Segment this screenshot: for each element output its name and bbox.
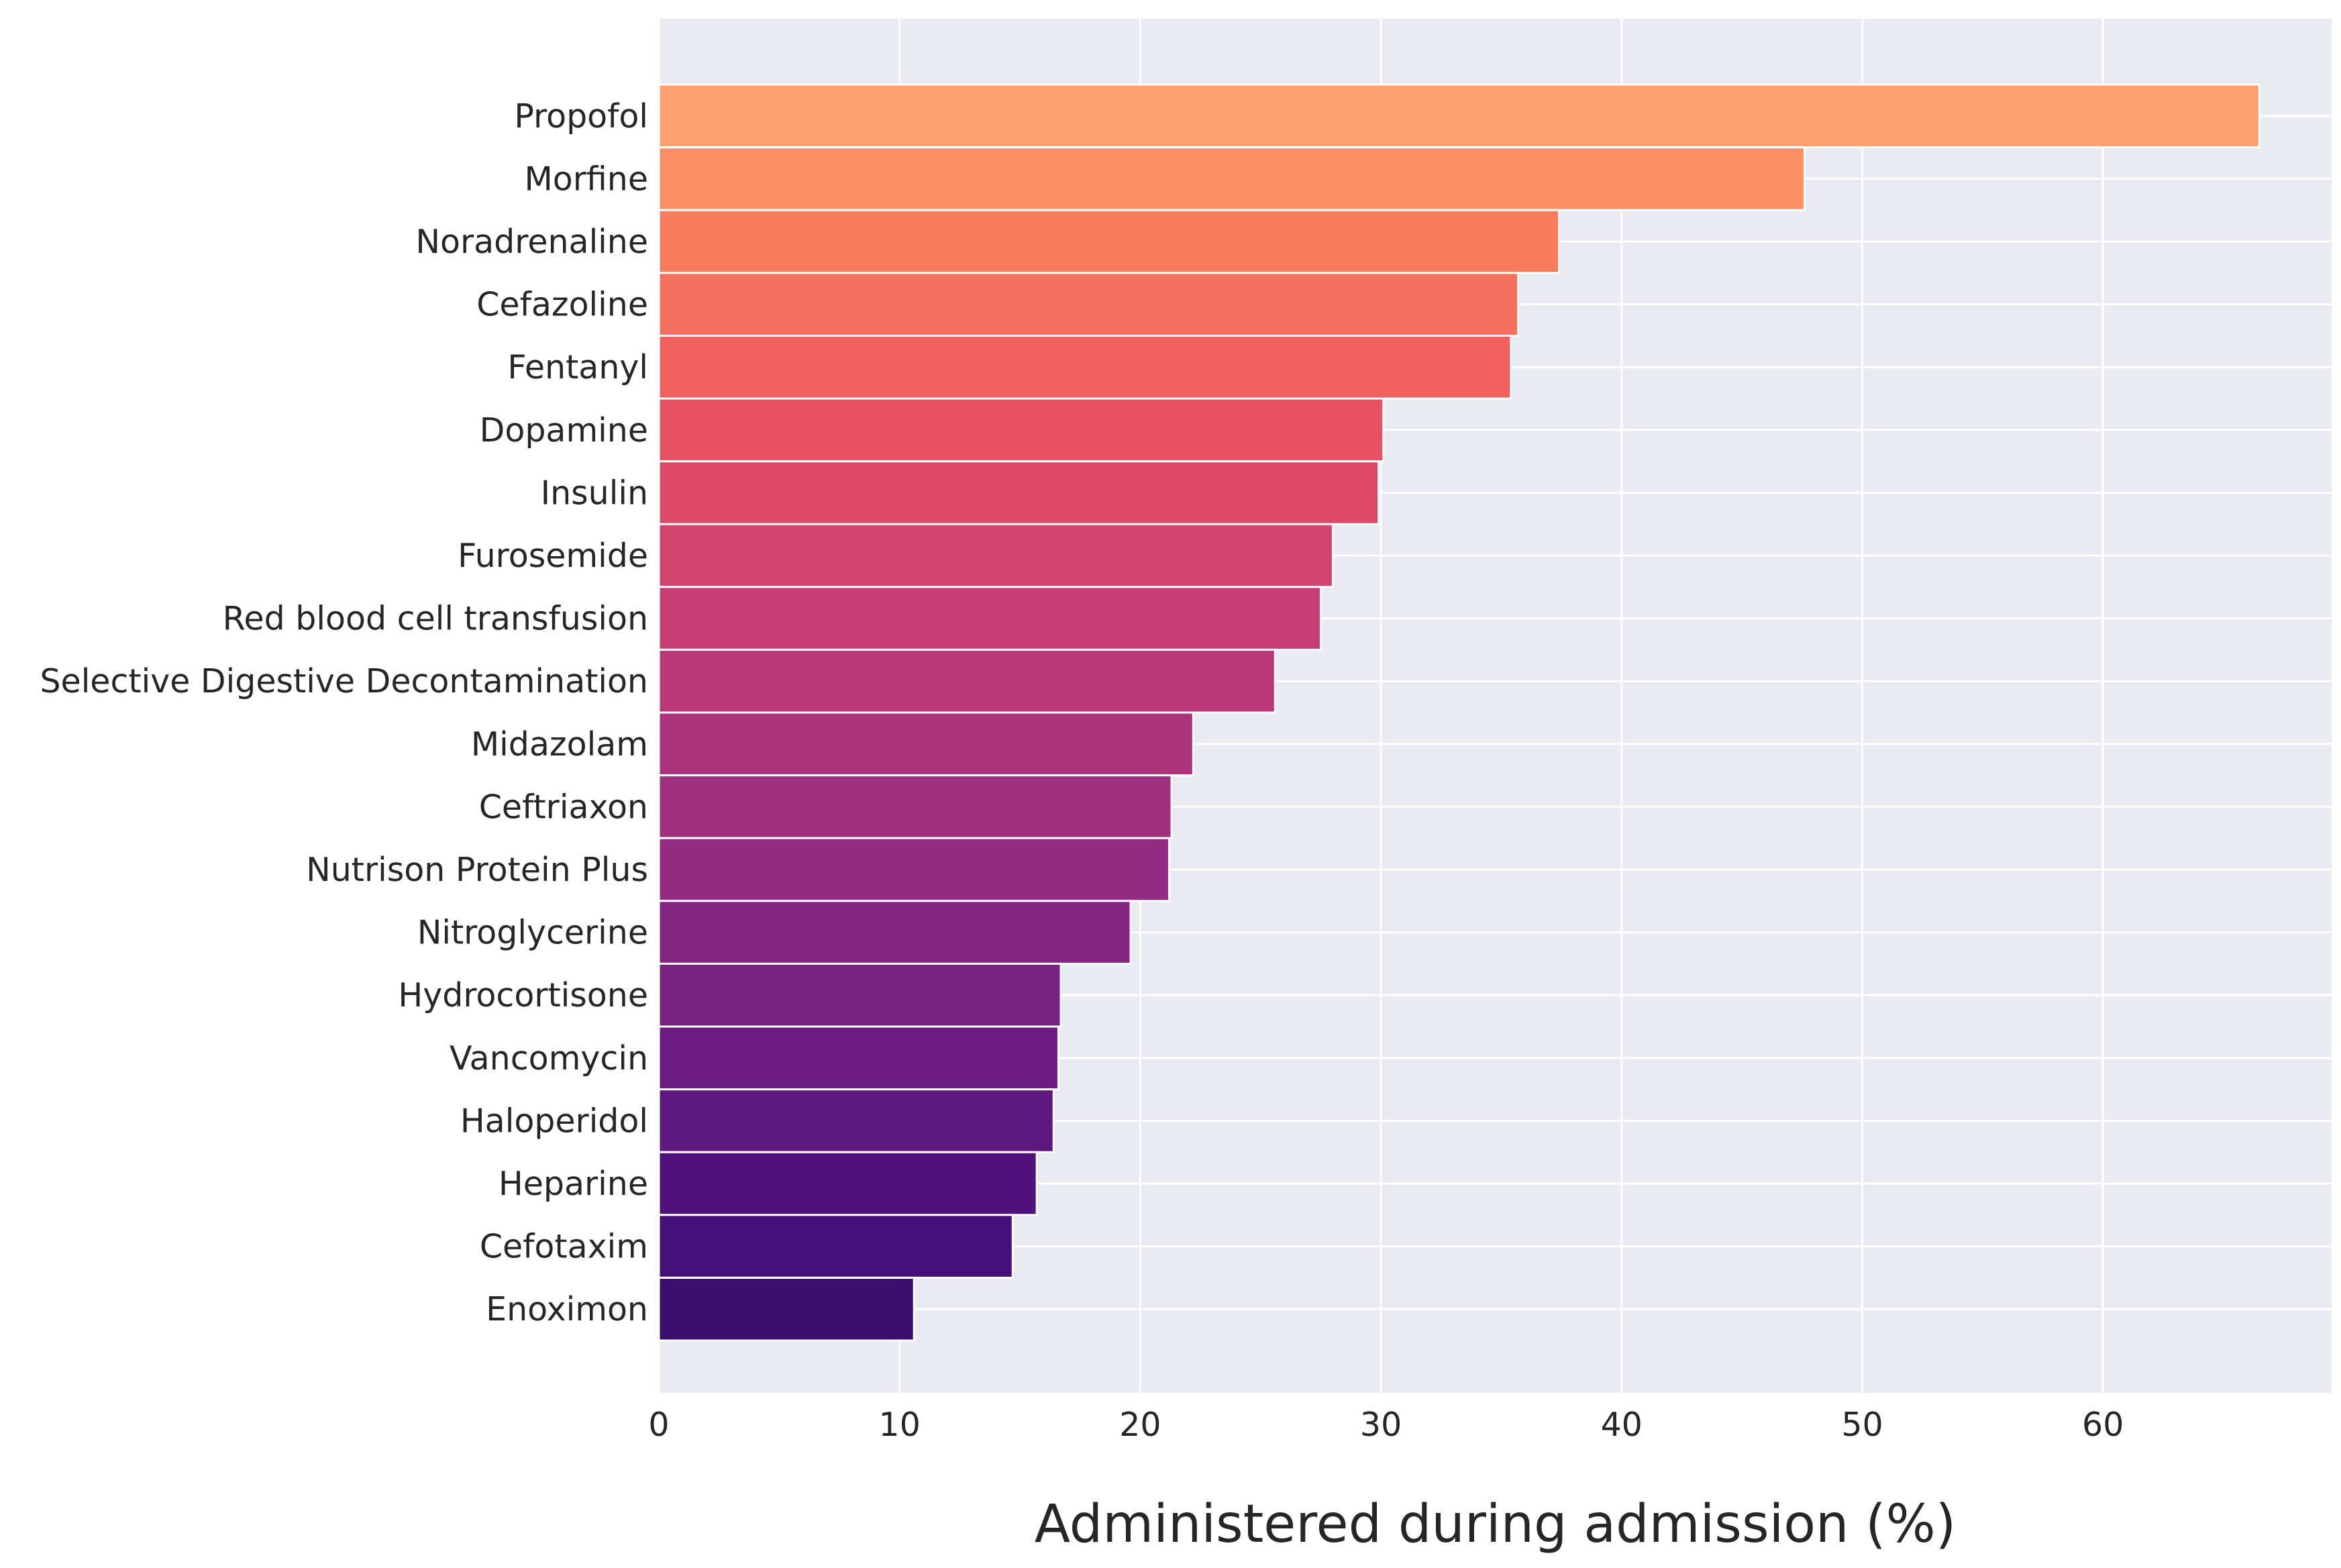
bars [658,83,2260,1342]
bar [658,272,1520,337]
y-tick-label: Heparine [499,1165,648,1203]
x-tick-label: 60 [2082,1406,2124,1444]
bar [658,523,1334,588]
bar [658,648,1276,714]
bar [658,962,1062,1028]
bar [658,1276,915,1342]
y-tick-label: Dopamine [480,411,648,450]
y-tick-label: Vancomycin [450,1039,648,1078]
bar [658,1151,1038,1216]
y-tick-label: Selective Digestive Decontamination [40,662,648,700]
y-tick-label: Insulin [541,474,648,512]
y-tick-label: Fentanyl [507,348,648,386]
bar [658,83,2260,149]
bar [658,1088,1055,1153]
bar [658,209,1561,274]
y-tick-label: Nitroglycerine [417,914,648,952]
x-tick-label: 30 [1360,1406,1402,1444]
y-tick-label: Red blood cell transfusion [223,600,648,638]
x-tick-label: 20 [1119,1406,1161,1444]
x-tick-labels: 0 10 20 30 40 50 60 [648,1406,2124,1444]
y-tick-label: Propofol [514,97,648,136]
bar [658,586,1322,651]
bar [658,1025,1059,1091]
y-tick-label: Noradrenaline [415,223,648,261]
x-axis-label: Administered during admission (%) [1035,1494,1956,1555]
bar [658,1214,1014,1279]
y-tick-label: Midazolam [471,725,648,764]
y-tick-label: Haloperidol [460,1102,648,1140]
x-tick-label: 10 [879,1406,921,1444]
x-tick-label: 0 [648,1406,669,1444]
bar [658,334,1512,400]
bar [658,146,1806,211]
bar [658,460,1380,525]
y-tick-labels: Propofol Morfine Noradrenaline Cefazoline Fe… [40,97,648,1328]
y-tick-label: Cefazoline [476,286,648,324]
y-tick-label: Hydrocortisone [398,976,648,1014]
bar [658,900,1132,965]
x-tick-label: 50 [1841,1406,1883,1444]
bar [658,837,1170,902]
y-tick-label: Morfine [525,160,648,198]
bar [658,397,1385,463]
y-tick-label: Furosemide [458,537,648,575]
y-tick-label: Ceftriaxon [479,788,648,826]
bar [658,711,1194,777]
bar [658,774,1173,839]
y-tick-label: Enoximon [486,1290,648,1328]
y-tick-label: Nutrison Protein Plus [306,851,648,889]
x-tick-label: 40 [1601,1406,1643,1444]
y-tick-label: Cefotaxim [480,1228,648,1266]
